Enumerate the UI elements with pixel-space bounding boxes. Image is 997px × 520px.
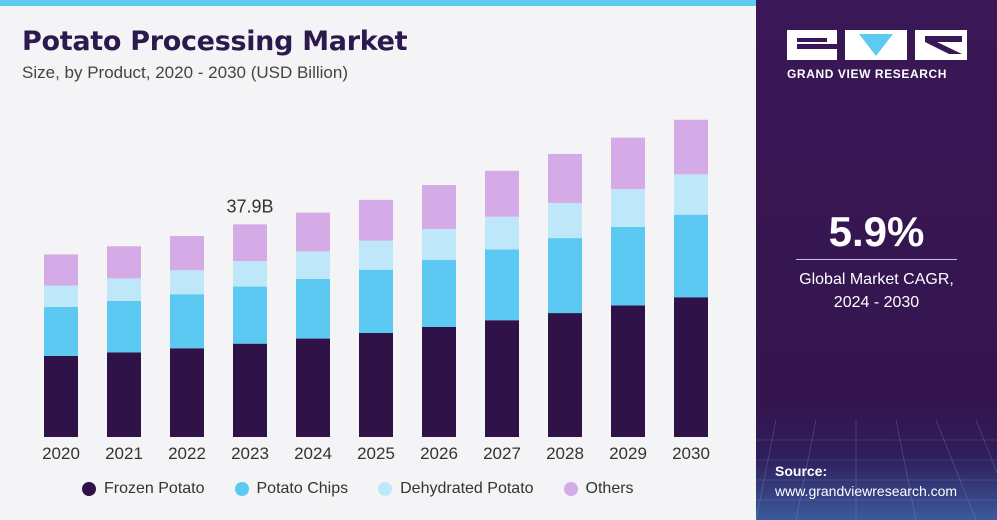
- legend-item-potato-chips: Potato Chips: [234, 480, 349, 498]
- bar-segment-frozen-potato-2025: [359, 332, 393, 437]
- x-tick-label-2026: 2026: [420, 444, 458, 463]
- bar-segment-dehydrated-potato-2024: [296, 251, 330, 279]
- legend-item-frozen-potato: Frozen Potato: [82, 480, 205, 498]
- bar-segment-frozen-potato-2027: [485, 320, 519, 437]
- bar-segment-dehydrated-potato-2022: [170, 270, 204, 295]
- chart-panel: Potato Processing Market Size, by Produc…: [0, 0, 756, 498]
- bar-segment-others-2024: [296, 212, 330, 252]
- legend-label: Frozen Potato: [104, 480, 205, 497]
- x-tick-label-2024: 2024: [294, 444, 332, 463]
- legend-label: Potato Chips: [256, 480, 349, 497]
- chart-subtitle: Size, by Product, 2020 - 2030 (USD Billi…: [22, 63, 348, 82]
- bar-segment-potato-chips-2026: [422, 260, 456, 327]
- info-sidebar: GRAND VIEW RESEARCH 5.9% Global Market C…: [756, 0, 997, 520]
- x-tick-label-2029: 2029: [609, 444, 647, 463]
- bar-segment-dehydrated-potato-2025: [359, 240, 393, 270]
- x-tick-label-2030: 2030: [672, 444, 710, 463]
- bar-segment-others-2022: [170, 236, 204, 271]
- legend-swatch: [378, 482, 393, 496]
- bar-segment-potato-chips-2027: [485, 249, 519, 321]
- bar-segment-dehydrated-potato-2027: [485, 216, 519, 250]
- bar-segment-others-2026: [422, 185, 456, 229]
- source-label: Source:: [775, 463, 828, 479]
- bar-segment-others-2028: [548, 153, 582, 203]
- cagr-label: Global Market CAGR, 2024 - 2030: [756, 268, 997, 314]
- bar-segment-dehydrated-potato-2023: [233, 261, 267, 287]
- bar-segment-dehydrated-potato-2021: [107, 278, 141, 301]
- x-tick-label-2021: 2021: [105, 444, 143, 463]
- bar-segment-frozen-potato-2030: [674, 297, 708, 437]
- legend-item-dehydrated-potato: Dehydrated Potato: [378, 480, 534, 498]
- chart-title: Potato Processing Market: [22, 26, 408, 57]
- bar-segment-dehydrated-potato-2029: [611, 189, 645, 227]
- x-tick-label-2025: 2025: [357, 444, 395, 463]
- bar-segment-dehydrated-potato-2028: [548, 202, 582, 239]
- bar-segment-others-2023: [233, 224, 267, 262]
- legend-item-others: Others: [563, 480, 634, 498]
- data-label-2023: 37.9B: [226, 196, 273, 216]
- x-tick-label-2027: 2027: [483, 444, 521, 463]
- bar-segment-frozen-potato-2021: [107, 352, 141, 437]
- bar-segment-others-2025: [359, 199, 393, 241]
- legend-label: Others: [585, 480, 634, 497]
- bar-segment-potato-chips-2024: [296, 278, 330, 339]
- bar-segment-potato-chips-2020: [44, 306, 78, 356]
- bar-segment-frozen-potato-2026: [422, 326, 456, 437]
- bar-segment-dehydrated-potato-2020: [44, 285, 78, 307]
- bar-segment-others-2029: [611, 137, 645, 190]
- cagr-divider: [796, 259, 957, 260]
- bar-segment-dehydrated-potato-2030: [674, 174, 708, 215]
- bar-segment-others-2021: [107, 246, 141, 279]
- bar-segment-frozen-potato-2020: [44, 355, 78, 437]
- chart-legend: Frozen Potato Potato Chips Dehydrated Pota…: [82, 480, 664, 498]
- cagr-label-line-2: 2024 - 2030: [833, 294, 920, 311]
- bar-segment-frozen-potato-2022: [170, 348, 204, 437]
- bar-segment-frozen-potato-2024: [296, 338, 330, 437]
- bar-segment-potato-chips-2023: [233, 286, 267, 344]
- bar-segment-potato-chips-2021: [107, 300, 141, 353]
- brand-name: GRAND VIEW RESEARCH: [787, 67, 948, 81]
- top-accent-bar: [0, 0, 756, 6]
- bar-segment-potato-chips-2025: [359, 269, 393, 333]
- legend-swatch: [563, 482, 578, 496]
- bar-segment-frozen-potato-2029: [611, 305, 645, 437]
- bar-segment-others-2020: [44, 254, 78, 286]
- bar-segment-frozen-potato-2023: [233, 343, 267, 437]
- bar-segment-potato-chips-2029: [611, 226, 645, 306]
- x-tick-label-2022: 2022: [168, 444, 206, 463]
- bar-segment-potato-chips-2030: [674, 214, 708, 298]
- source-link[interactable]: www.grandviewresearch.com: [775, 483, 958, 499]
- x-tick-label-2028: 2028: [546, 444, 584, 463]
- stacked-bar-chart: 2020 2021 2022 37.9B 2023 2024 2025 2026 2027 202…: [42, 119, 710, 463]
- bar-segment-potato-chips-2028: [548, 238, 582, 314]
- x-tick-label-2023: 2023: [231, 444, 269, 463]
- bar-segment-others-2027: [485, 170, 519, 217]
- legend-swatch: [82, 482, 96, 496]
- cagr-label-line-1: Global Market CAGR,: [799, 271, 954, 288]
- bar-segment-frozen-potato-2028: [548, 313, 582, 437]
- legend-label: Dehydrated Potato: [400, 480, 534, 497]
- x-tick-label-2020: 2020: [42, 444, 80, 463]
- grid-pattern-icon: [756, 420, 997, 520]
- bar-segment-others-2030: [674, 119, 708, 175]
- bar-segment-dehydrated-potato-2026: [422, 228, 456, 261]
- bar-segment-potato-chips-2022: [170, 294, 204, 349]
- legend-swatch: [234, 482, 249, 496]
- cagr-value: 5.9%: [828, 208, 925, 255]
- grand-view-research-logo-icon: [787, 30, 967, 60]
